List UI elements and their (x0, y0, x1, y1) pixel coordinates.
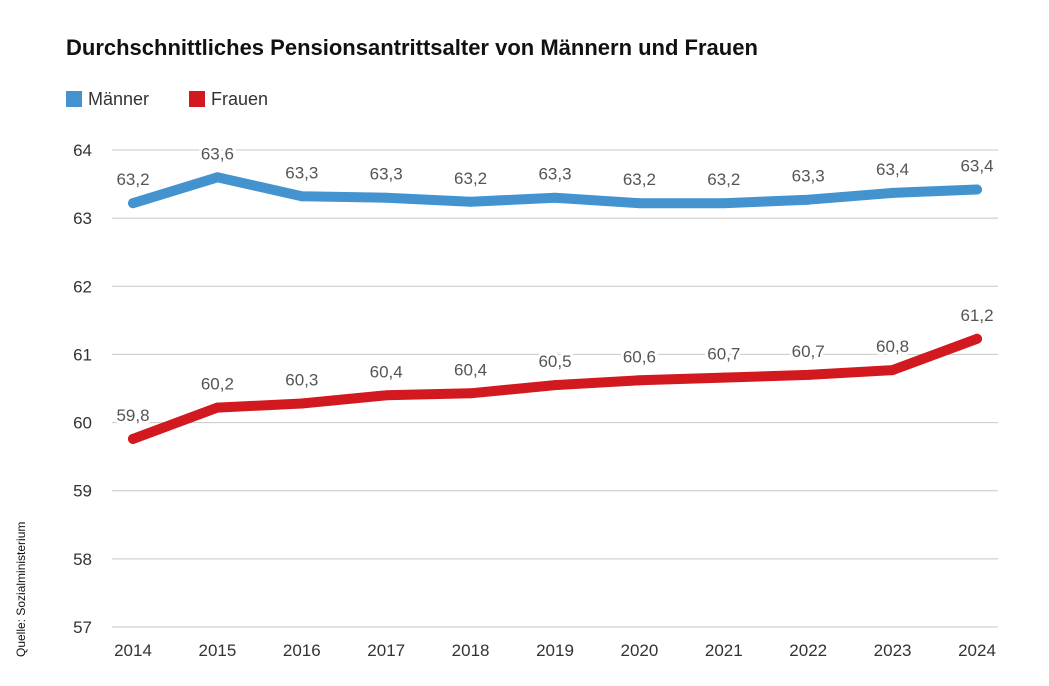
data-label-frauen: 60,2 (201, 375, 234, 394)
data-point-frauen (381, 390, 392, 401)
data-point-männer (972, 184, 982, 195)
data-point-männer (718, 198, 729, 209)
y-tick-label: 60 (73, 414, 92, 433)
data-point-männer (128, 198, 138, 209)
data-point-männer (550, 192, 560, 203)
legend-item-frauen: Frauen (189, 89, 268, 110)
data-label-frauen: 60,4 (454, 360, 487, 379)
data-point-frauen (465, 388, 476, 399)
y-tick-label: 58 (73, 550, 92, 569)
x-tick-label: 2021 (705, 641, 743, 660)
data-point-männer (887, 187, 898, 198)
data-label-frauen: 60,4 (370, 362, 403, 381)
y-tick-label: 59 (73, 482, 92, 501)
data-label-männer: 63,3 (792, 167, 825, 186)
x-tick-label: 2014 (114, 641, 152, 660)
legend: Männer Frauen (66, 88, 308, 110)
data-label-männer: 63,6 (201, 144, 234, 163)
y-tick-label: 64 (73, 141, 92, 160)
data-label-frauen: 59,8 (116, 406, 149, 425)
x-tick-label: 2016 (283, 641, 321, 660)
legend-item-maenner: Männer (66, 89, 149, 110)
data-point-männer (803, 194, 814, 205)
data-label-frauen: 60,7 (707, 345, 740, 364)
y-tick-label: 57 (73, 618, 92, 637)
data-label-frauen: 61,2 (960, 306, 993, 325)
legend-swatch-maenner (66, 91, 82, 107)
x-tick-label: 2017 (367, 641, 405, 660)
y-tick-label: 62 (73, 277, 92, 296)
data-point-frauen (718, 372, 729, 383)
data-point-männer (634, 198, 645, 209)
data-label-männer: 63,4 (876, 160, 909, 179)
legend-swatch-frauen (189, 91, 206, 107)
x-tick-label: 2018 (452, 641, 490, 660)
data-point-frauen (972, 333, 982, 344)
chart-title: Durchschnittliches Pensionsantrittsalter… (66, 35, 758, 60)
data-label-frauen: 60,8 (876, 337, 909, 356)
legend-label-maenner: Männer (88, 88, 150, 109)
data-label-männer: 63,3 (370, 165, 403, 184)
y-tick-label: 63 (73, 209, 92, 228)
data-label-männer: 63,3 (538, 165, 571, 184)
x-tick-label: 2024 (958, 641, 996, 660)
data-label-männer: 63,2 (116, 170, 149, 189)
data-label-männer: 63,3 (285, 163, 318, 182)
data-point-männer (381, 192, 392, 203)
y-tick-label: 61 (73, 345, 92, 364)
x-tick-label: 2015 (198, 641, 236, 660)
data-point-frauen (296, 398, 307, 409)
data-point-frauen (128, 433, 138, 444)
data-point-frauen (550, 380, 560, 391)
data-point-frauen (803, 369, 814, 380)
data-label-frauen: 60,7 (792, 342, 825, 361)
data-label-frauen: 60,3 (285, 370, 318, 389)
data-label-männer: 63,4 (960, 157, 993, 176)
data-point-frauen (212, 402, 223, 413)
data-label-männer: 63,2 (707, 170, 740, 189)
data-label-frauen: 60,6 (623, 347, 656, 366)
legend-label-frauen: Frauen (211, 88, 269, 109)
data-point-frauen (887, 365, 898, 376)
x-tick-label: 2023 (874, 641, 912, 660)
data-point-frauen (634, 375, 645, 386)
data-point-männer (296, 191, 307, 202)
x-tick-label: 2022 (789, 641, 827, 660)
data-label-frauen: 60,5 (538, 352, 571, 371)
x-tick-label: 2020 (620, 641, 658, 660)
data-point-männer (212, 172, 223, 183)
data-label-männer: 63,2 (454, 169, 487, 188)
data-point-männer (465, 196, 476, 207)
x-tick-label: 2019 (536, 641, 574, 660)
data-label-männer: 63,2 (623, 170, 656, 189)
